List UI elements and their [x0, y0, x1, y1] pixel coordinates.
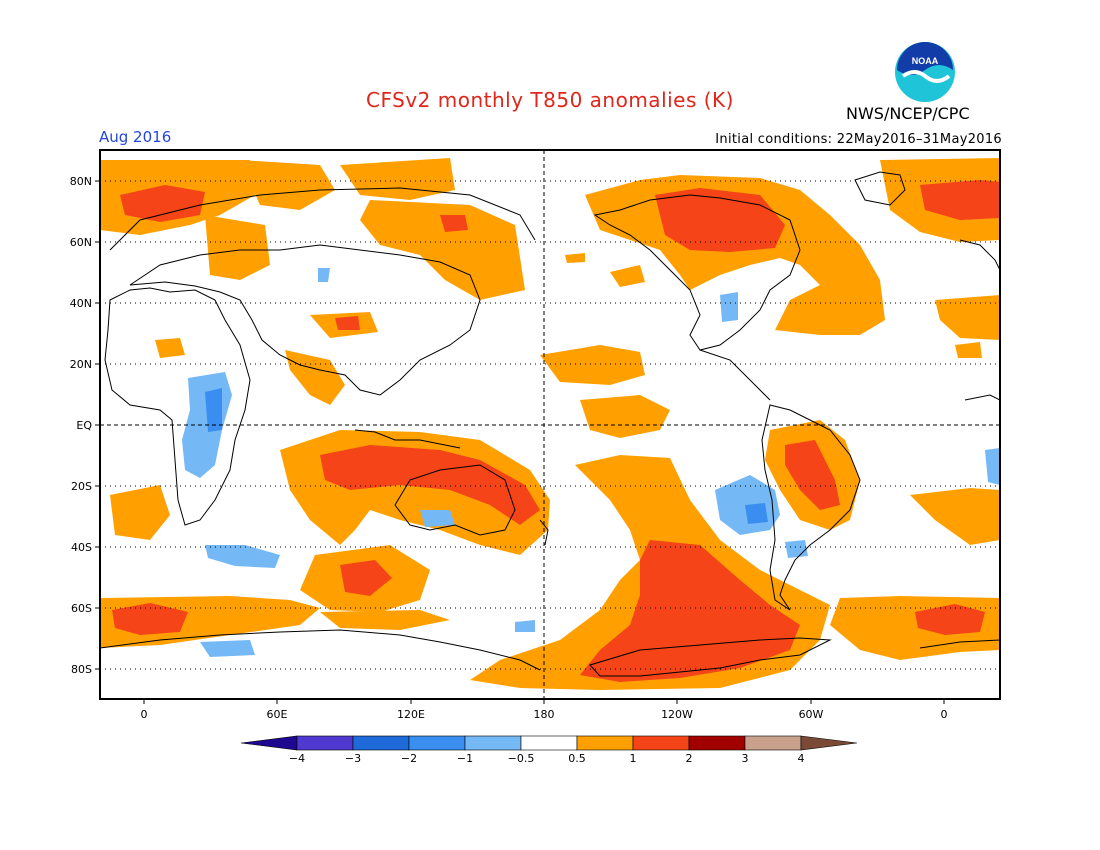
colorbar-labels: −4 −3 −2 −1 −0.5 0.5 1 2 3 4 [289, 752, 805, 765]
lat-label: EQ [76, 419, 92, 432]
colorbar-segment [744, 735, 802, 751]
lon-label: 0 [941, 708, 948, 721]
warm-anomaly-regions [100, 158, 1000, 690]
lon-label: 120E [397, 708, 425, 721]
forecast-month: Aug 2016 [99, 128, 172, 146]
colorbar-segment [352, 735, 410, 751]
lat-label: 40S [71, 541, 92, 554]
colorbar-segment [576, 735, 634, 751]
strong-cool-anomaly-regions [205, 388, 768, 524]
lon-label: 120W [661, 708, 693, 721]
colorbar-label: −4 [289, 752, 305, 765]
lon-label: 180 [534, 708, 555, 721]
colorbar-label: 1 [630, 752, 637, 765]
lat-ticks [95, 180, 100, 670]
lon-labels: 0 60E 120E 180 120W 60W 0 [141, 708, 948, 721]
colorbar-segment [688, 735, 746, 751]
lat-label: 20S [71, 480, 92, 493]
colorbar-segment [520, 735, 578, 751]
colorbar-label: −3 [345, 752, 361, 765]
lat-label: 60N [70, 236, 92, 249]
lat-label: 60S [71, 602, 92, 615]
lon-label: 0 [141, 708, 148, 721]
colorbar-segment [408, 735, 466, 751]
lat-label: 80N [70, 175, 92, 188]
initial-conditions: Initial conditions: 22May2016–31May2016 [715, 132, 1002, 147]
agency-label: NWS/NCEP/CPC [846, 104, 970, 123]
colorbar-arrow-high [800, 735, 858, 751]
lat-label: 80S [71, 663, 92, 676]
colorbar-label: −1 [457, 752, 473, 765]
colorbar-label: 0.5 [568, 752, 586, 765]
colorbar-arrow-low [240, 735, 298, 751]
lat-label: 20N [70, 358, 92, 371]
logo-text: NOAA [912, 56, 939, 66]
chart-title: CFSv2 monthly T850 anomalies (K) [366, 88, 734, 112]
colorbar-label: 3 [742, 752, 749, 765]
colorbar-label: −0.5 [508, 752, 535, 765]
colorbar-segment [464, 735, 522, 751]
colorbar-segment [632, 735, 690, 751]
colorbar-label: −2 [401, 752, 417, 765]
lon-ticks [143, 699, 945, 704]
graticule [100, 180, 1000, 670]
colorbar-label: 4 [798, 752, 805, 765]
lon-label: 60E [267, 708, 288, 721]
colorbar-segment [296, 735, 354, 751]
colorbar-segments [240, 735, 858, 751]
noaa-logo: NOAA [895, 42, 955, 102]
lon-label: 60W [799, 708, 824, 721]
lat-labels: 80N 60N 40N 20N EQ 20S 40S 60S 80S [70, 175, 93, 676]
anomaly-field [100, 158, 1000, 690]
coastlines [100, 171, 1000, 677]
lat-label: 40N [70, 297, 92, 310]
colorbar: −4 −3 −2 −1 −0.5 0.5 1 2 3 4 [240, 735, 858, 765]
colorbar-label: 2 [686, 752, 693, 765]
